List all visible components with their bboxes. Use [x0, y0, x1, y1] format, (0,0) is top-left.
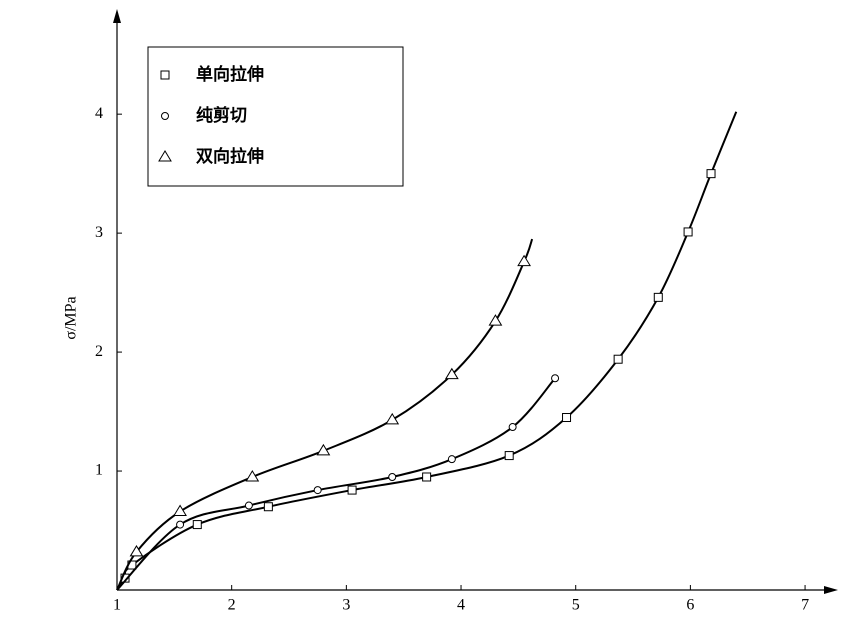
- legend-marker: [160, 70, 170, 80]
- data-point: [551, 374, 560, 383]
- data-point: [488, 314, 503, 326]
- x-tick-label: 4: [457, 597, 465, 614]
- x-tick-label: 5: [572, 597, 580, 614]
- legend-marker: [161, 112, 169, 120]
- data-point: [508, 423, 517, 432]
- data-point: [653, 292, 663, 302]
- data-point: [613, 354, 623, 364]
- data-point: [129, 544, 144, 557]
- data-point: [504, 451, 514, 461]
- x-tick-label: 3: [342, 597, 350, 614]
- x-tick-label: 6: [686, 597, 694, 614]
- x-tick-label: 7: [801, 597, 809, 614]
- data-point: [244, 501, 253, 510]
- data-point: [422, 472, 432, 482]
- data-point: [316, 443, 331, 456]
- x-axis-arrow: [824, 586, 838, 594]
- y-axis-arrow: [113, 9, 121, 23]
- data-point: [562, 413, 572, 423]
- y-tick-label: 4: [95, 105, 103, 122]
- data-point: [313, 486, 322, 495]
- data-point: [263, 502, 273, 512]
- data-point: [176, 520, 185, 529]
- y-tick-label: 3: [95, 224, 103, 241]
- data-point: [706, 169, 716, 179]
- data-point: [517, 254, 531, 267]
- data-point: [385, 412, 400, 425]
- legend-marker: [158, 150, 172, 162]
- data-point: [192, 520, 202, 530]
- legend-box: [147, 46, 404, 187]
- x-tick-label: 1: [113, 597, 121, 614]
- data-point: [245, 470, 260, 482]
- legend-label: 单向拉伸: [196, 64, 264, 85]
- data-point: [444, 367, 459, 380]
- series-line: [116, 377, 556, 591]
- legend-label: 纯剪切: [196, 105, 247, 126]
- data-point: [347, 485, 357, 495]
- x-tick-label: 2: [228, 597, 236, 614]
- data-point: [447, 455, 456, 464]
- y-tick-label: 1: [95, 462, 103, 479]
- series-line: [116, 238, 534, 591]
- data-point: [683, 227, 693, 237]
- y-tick-label: 2: [95, 343, 103, 360]
- legend-label: 双向拉伸: [196, 146, 264, 167]
- data-point: [388, 472, 397, 481]
- y-axis-label: σ/MPa: [63, 296, 80, 339]
- data-point: [173, 504, 187, 516]
